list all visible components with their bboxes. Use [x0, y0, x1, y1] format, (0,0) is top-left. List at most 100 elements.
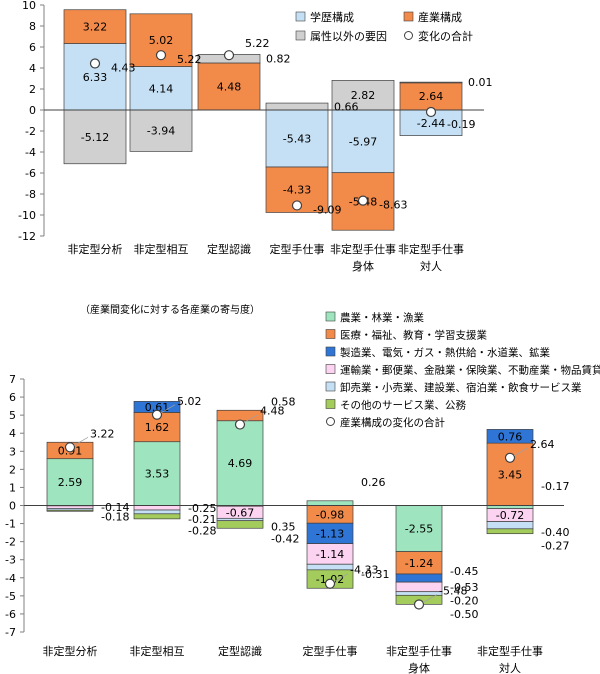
data-label: -2.55 [405, 523, 433, 536]
total-marker [155, 50, 167, 61]
data-label: -2.44 [417, 117, 445, 130]
x-tick-label: 非定型手仕事 [330, 242, 396, 256]
legend-swatch [325, 311, 336, 322]
data-label: -1.14 [316, 548, 344, 561]
data-label: -5.97 [349, 135, 377, 148]
data-label: -0.50 [450, 608, 478, 621]
data-label: -1.24 [405, 557, 433, 570]
data-label: 0.35 [271, 521, 296, 534]
legend-label: 産業構成 [418, 11, 462, 24]
data-label: 0.82 [266, 53, 291, 66]
y-tick-label: 0 [29, 104, 36, 117]
total-marker [357, 195, 369, 206]
bar-0-0-3 [265, 109, 329, 168]
data-label: 0.66 [334, 101, 359, 114]
total-label: 4.43 [111, 61, 136, 74]
x-tick-label: 非定型相互 [134, 242, 189, 256]
data-label: 4.48 [217, 80, 242, 93]
total-marker [234, 419, 246, 430]
chart-1: 10 8 6 4 2 0 -2 -4 -6 -8 -10 -12 非定型分析 非定型相互 定型認識 定型手仕事… [18, 0, 492, 273]
legend-swatch [326, 417, 335, 426]
x-tick-label: 定型手仕事 [270, 242, 325, 256]
bar-0-1-5 [399, 81, 463, 111]
total-marker [151, 409, 163, 420]
y-tick-label: -6 [25, 167, 36, 180]
total-leader [73, 437, 89, 446]
total-label: -0.19 [447, 118, 475, 131]
bar-0-0-4 [331, 109, 395, 174]
bar-1-5-2 [216, 520, 264, 529]
total-marker [89, 58, 101, 69]
y-tick-label: 2 [29, 83, 36, 96]
x-tick-label: 対人 [499, 661, 521, 674]
total-label: -5.48 [439, 585, 467, 598]
y-tick-label: 1 [9, 481, 16, 494]
total-leader [160, 404, 176, 414]
legend-label: 卸売業・小売業、建設業、宿泊業・飲食サービス業 [340, 381, 582, 394]
total-label: 5.22 [245, 37, 270, 50]
bar-0-2-3 [265, 102, 329, 111]
data-label: 0.26 [361, 476, 386, 489]
total-marker [64, 442, 76, 453]
bar-1-0-0 [46, 458, 94, 506]
bar-0-0-0 [63, 43, 127, 111]
data-label: -0.14 [101, 501, 129, 514]
total-marker [291, 200, 303, 211]
legend-swatch [325, 399, 336, 409]
total-label: 3.22 [90, 427, 115, 440]
legend-swatch [295, 30, 306, 41]
y-tick-label: -7 [5, 626, 16, 639]
data-label: 2.59 [58, 476, 83, 489]
y-tick-label: -10 [18, 209, 36, 222]
data-label: -0.67 [226, 506, 254, 519]
legend-label: 属性以外の要因 [310, 29, 387, 43]
data-label: -0.53 [450, 581, 478, 594]
y-tick-label: -3 [5, 554, 16, 567]
total-label: 5.22 [177, 53, 202, 66]
data-label: 2.64 [419, 90, 444, 103]
y-tick-label: 8 [29, 20, 36, 33]
data-label: -0.18 [101, 510, 129, 523]
x-tick-label: 定型手仕事 [303, 644, 358, 658]
y-tick-label: 10 [22, 0, 36, 12]
data-label: 0.61 [145, 401, 170, 414]
data-label: 3.22 [83, 21, 108, 34]
data-label: -0.28 [188, 524, 216, 537]
y-tick-label: -12 [18, 230, 36, 243]
legend-swatch [325, 329, 336, 339]
legend-swatch [404, 31, 413, 40]
bar-1-5-1 [133, 513, 181, 520]
y-tick-label: -1 [5, 518, 16, 531]
y-tick-label: 3 [9, 445, 16, 458]
total-marker [413, 599, 425, 610]
data-label: -3.94 [147, 125, 175, 138]
bar-0-2-1 [129, 109, 193, 152]
data-label: 4.14 [149, 82, 174, 95]
data-label: -0.21 [188, 513, 216, 526]
legend-label: 運輸業・郵便業、金融業・保険業、不動産業・物品賃貸業 [340, 364, 600, 377]
data-label: -1.13 [316, 527, 344, 540]
y-tick-label: 5 [9, 409, 16, 422]
total-label: -8.63 [379, 199, 407, 212]
bar-1-4-1 [133, 509, 181, 515]
x-tick-label: 定型認識 [218, 644, 262, 658]
total-label: -4.33 [350, 564, 378, 577]
data-label: 6.33 [83, 71, 108, 84]
y-tick-label: -5 [5, 590, 16, 603]
data-label: -0.45 [450, 565, 478, 578]
y-tick-label: -2 [25, 125, 36, 138]
data-label: 0.58 [271, 396, 296, 409]
x-tick-label: 非定型相互 [130, 644, 185, 658]
x-tick-label: 身体 [408, 661, 430, 674]
data-label: 2.82 [351, 89, 376, 102]
bar-0-2-4 [331, 80, 395, 111]
y-tick-label: 4 [9, 427, 16, 440]
data-label: -5.12 [81, 131, 109, 144]
total-leader [422, 594, 438, 603]
chart-2: 7 6 5 4 3 2 1 0 -1 -2 -3 -4 -5 -6 -7 非定型分析 非定型相互 定型認識 定型手仕… [5, 303, 600, 674]
total-marker [324, 578, 336, 589]
bar-1-5-0 [46, 509, 94, 512]
y-tick-label: 4 [29, 62, 36, 75]
legend-swatch [295, 11, 306, 22]
